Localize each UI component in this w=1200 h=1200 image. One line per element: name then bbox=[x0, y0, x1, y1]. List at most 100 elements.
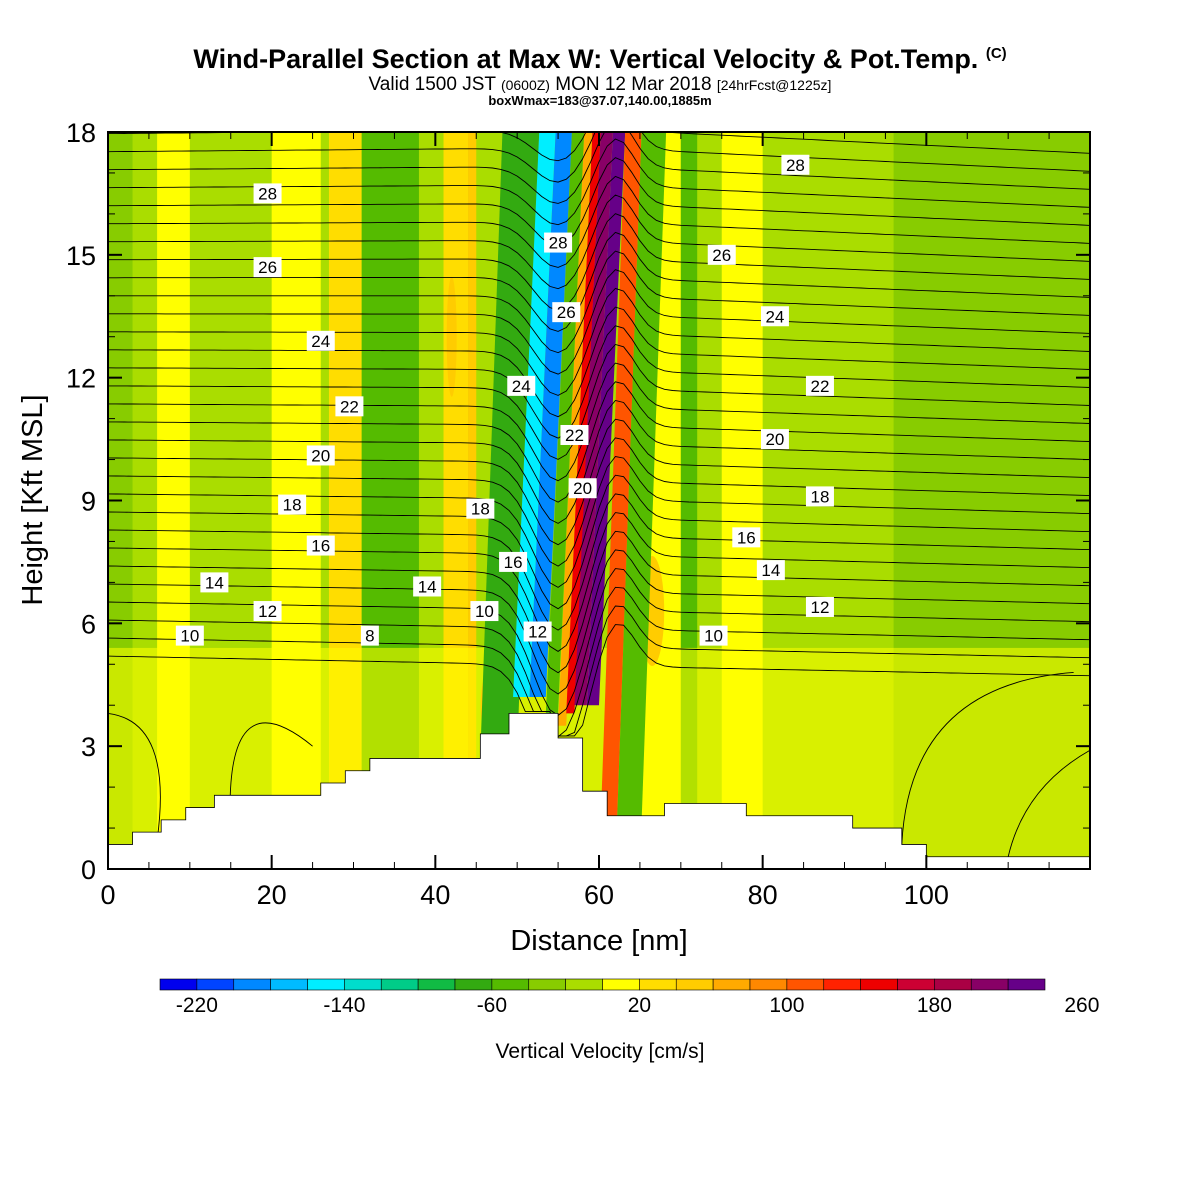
contour-label-text: 10 bbox=[704, 627, 723, 646]
colorbar-swatch bbox=[454, 978, 493, 991]
colorbar-swatch bbox=[712, 978, 751, 991]
theta-contour-line bbox=[108, 325, 1090, 439]
theta-contour-line bbox=[108, 250, 1090, 354]
theta-contour-line bbox=[108, 493, 1090, 631]
colorbar-tick-label: -140 bbox=[323, 994, 365, 1017]
contour-label-bg bbox=[523, 621, 552, 642]
colorbar-tick-label: -60 bbox=[477, 994, 507, 1017]
contour-label-text: 22 bbox=[810, 377, 829, 396]
colorbar-swatch bbox=[602, 978, 640, 991]
contour-label-text: 10 bbox=[180, 627, 199, 646]
contour-label-text: 16 bbox=[504, 553, 523, 572]
terrain-mask bbox=[107, 713, 1091, 870]
contour-label: 12 bbox=[805, 596, 834, 617]
contour-label-text: 20 bbox=[765, 430, 784, 449]
contour-label-text: 24 bbox=[512, 377, 531, 396]
contour-label-bg bbox=[560, 424, 589, 445]
contour-label-bg bbox=[499, 551, 528, 572]
contour-label-text: 18 bbox=[810, 487, 829, 506]
theta-contour-line bbox=[108, 362, 1090, 482]
contour-label-text: 26 bbox=[258, 258, 277, 277]
contour-label-text: 14 bbox=[418, 577, 437, 596]
contour-label: 20 bbox=[760, 429, 789, 450]
colorbar-swatch bbox=[565, 978, 603, 991]
contour-label: 22 bbox=[805, 375, 834, 396]
theta-contour-line bbox=[108, 287, 1090, 396]
contour-label-text: 26 bbox=[557, 303, 576, 322]
contour-label-text: 22 bbox=[340, 397, 359, 416]
contour-label-text: 16 bbox=[311, 537, 330, 556]
contour-label: 16 bbox=[306, 535, 335, 556]
theta-contour-line bbox=[108, 381, 1090, 503]
contour-label-text: 12 bbox=[528, 623, 547, 642]
axes: 0 20 40 60 80 100 0 3 6 9 12 15 18 bbox=[66, 118, 1090, 910]
contour-label: 18 bbox=[466, 498, 495, 519]
contour-label-text: 8 bbox=[365, 627, 374, 646]
y-axis-title: Height [Kft MSL] bbox=[17, 394, 49, 605]
contour-label-bg bbox=[306, 535, 335, 556]
contour-label-text: 14 bbox=[205, 573, 224, 592]
y-tick-label: 12 bbox=[66, 364, 96, 394]
theta-contour-line bbox=[901, 672, 1074, 845]
contour-label: 26 bbox=[707, 244, 736, 265]
contour-label-bg bbox=[253, 257, 282, 278]
theta-contour-line bbox=[108, 456, 1090, 588]
contour-label-bg bbox=[335, 396, 364, 417]
theta-contour-line bbox=[108, 586, 1090, 738]
contour-label: 24 bbox=[306, 330, 335, 351]
x-tick-label: 100 bbox=[904, 880, 949, 910]
colorbar-swatch bbox=[491, 978, 530, 991]
colorbar-swatch bbox=[528, 978, 566, 991]
x-axis-title: Distance [nm] bbox=[510, 925, 687, 957]
colorbar-swatch bbox=[860, 978, 898, 991]
theta-contour-line bbox=[108, 512, 1090, 652]
velocity-field bbox=[108, 132, 1090, 869]
colorbar-swatch bbox=[786, 978, 825, 991]
contour-label-text: 16 bbox=[737, 528, 756, 547]
colorbar-tick-label: 20 bbox=[628, 994, 651, 1017]
contour-label: 26 bbox=[552, 302, 581, 323]
y-tick-label: 9 bbox=[81, 487, 96, 517]
contour-label-text: 22 bbox=[565, 426, 584, 445]
contour-label: 24 bbox=[507, 375, 536, 396]
contour-label: 12 bbox=[253, 601, 282, 622]
colorbar-swatch bbox=[270, 978, 308, 991]
colorbar-swatch bbox=[1007, 978, 1046, 991]
contour-label: 26 bbox=[253, 257, 282, 278]
contour-label: 28 bbox=[781, 154, 810, 175]
field-wave-band bbox=[574, 132, 613, 706]
field-wave-band bbox=[476, 132, 540, 869]
theta-contour-line bbox=[108, 549, 1090, 695]
contour-label-bg bbox=[707, 244, 736, 265]
colorbar-swatch bbox=[344, 978, 382, 991]
contour-label-bg bbox=[360, 625, 379, 646]
contour-label-bg bbox=[306, 445, 335, 466]
valid-utc: (0600Z) bbox=[500, 77, 550, 93]
theta-contour-line bbox=[108, 157, 1090, 247]
contour-label: 20 bbox=[568, 478, 597, 499]
contour-label-bg bbox=[253, 601, 282, 622]
theta-contour-line bbox=[108, 132, 1090, 183]
contour-label: 28 bbox=[253, 183, 282, 204]
colorbar-tick-label: 260 bbox=[1064, 994, 1099, 1017]
valid-time-line: Valid 1500 JST (0600Z) MON 12 Mar 2018 [… bbox=[0, 74, 1200, 96]
colorbar-swatch bbox=[823, 978, 861, 991]
forecast-label: [24hrFcst@1225z] bbox=[716, 77, 832, 93]
chart-title: Wind-Parallel Section at Max W: Vertical… bbox=[193, 44, 1007, 74]
theta-contour-line bbox=[108, 418, 1090, 546]
theta-contour-line bbox=[108, 530, 1090, 674]
contour-label-text: 24 bbox=[765, 307, 784, 326]
contour-label: 20 bbox=[306, 445, 335, 466]
theta-contour-line bbox=[108, 231, 1090, 332]
contour-label-bg bbox=[805, 486, 834, 507]
contour-label-text: 10 bbox=[475, 602, 494, 621]
contour-label: 8 bbox=[360, 625, 379, 646]
x-tick-label: 0 bbox=[100, 880, 115, 910]
contour-label: 14 bbox=[756, 560, 785, 581]
field-wave-band bbox=[545, 132, 585, 714]
theta-contour-line bbox=[108, 269, 1090, 375]
valid-prefix: Valid 1500 JST bbox=[368, 74, 496, 95]
theta-contour-line bbox=[108, 194, 1090, 290]
contour-label-text: 12 bbox=[810, 598, 829, 617]
